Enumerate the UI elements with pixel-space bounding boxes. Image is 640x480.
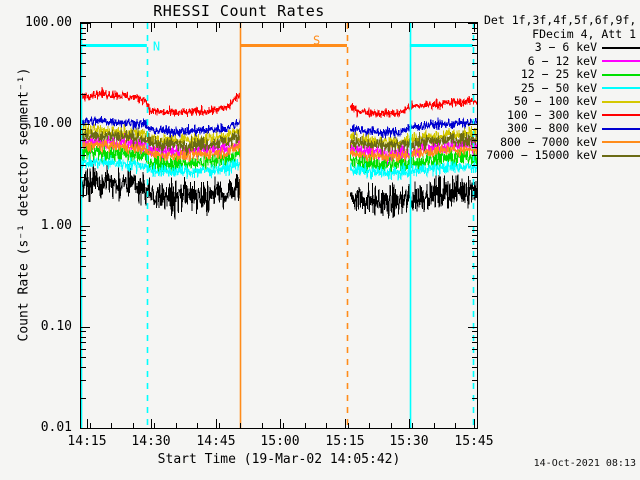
x-tick-label: 15:15 bbox=[325, 434, 365, 449]
legend-item: 6 − 12 keV bbox=[484, 53, 640, 69]
legend-item: 100 − 300 keV bbox=[484, 107, 640, 123]
y-tick-label: 1.00 bbox=[40, 218, 72, 233]
legend-color-swatch bbox=[602, 87, 640, 90]
series-line-2 bbox=[81, 139, 241, 174]
legend-item-label: 100 − 300 keV bbox=[506, 107, 597, 122]
legend-item: 25 − 50 keV bbox=[484, 80, 640, 96]
span-bar-label-n: N bbox=[153, 39, 160, 53]
x-tick-label: 14:15 bbox=[67, 434, 107, 449]
series-line-8 bbox=[349, 130, 477, 156]
legend-item-label: 800 − 7000 keV bbox=[500, 134, 597, 149]
legend-color-swatch bbox=[602, 127, 640, 130]
legend-color-swatch bbox=[602, 154, 640, 157]
legend-item-label: 300 − 800 keV bbox=[506, 121, 597, 135]
legend-color-swatch bbox=[602, 114, 640, 117]
y-axis-label: Count Rate (s⁻¹ detector segment⁻¹) bbox=[16, 67, 32, 342]
page-title: RHESSI Count Rates bbox=[153, 2, 325, 20]
legend-item-label: 12 − 25 keV bbox=[520, 67, 597, 81]
legend-item: 3 − 6 keV bbox=[484, 40, 640, 55]
legend-entries: 3 − 6 keV 6 − 12 keV 12 − 25 keV 25 − 50 ke… bbox=[484, 40, 640, 163]
series-line-6 bbox=[349, 117, 477, 139]
legend-header-detectors: Det 1f,3f,4f,5f,6f,9f, bbox=[484, 13, 637, 27]
y-tick-label: 0.01 bbox=[40, 420, 72, 435]
legend-item-label: 7000 − 15000 keV bbox=[486, 148, 597, 162]
series-line-0 bbox=[81, 160, 241, 220]
x-tick-label: 15:30 bbox=[389, 434, 429, 449]
x-tick-label: 14:30 bbox=[131, 434, 171, 449]
legend-item-label: 50 − 100 keV bbox=[513, 94, 597, 108]
series-line-5 bbox=[349, 95, 477, 119]
y-tick-label: 10.00 bbox=[32, 116, 72, 131]
legend-item: 50 − 100 keV bbox=[484, 94, 640, 109]
x-axis-label: Start Time (19-Mar-02 14:05:42) bbox=[157, 452, 401, 467]
span-bar-label-s: S bbox=[313, 33, 320, 47]
legend-item-label: 6 − 12 keV bbox=[527, 53, 597, 68]
legend-color-swatch bbox=[602, 46, 640, 49]
legend-color-swatch bbox=[602, 60, 640, 63]
series-line-5 bbox=[81, 86, 241, 118]
legend-item: 12 − 25 keV bbox=[484, 67, 640, 82]
legend-item: 7000 − 15000 keV bbox=[484, 148, 640, 163]
legend-color-swatch bbox=[602, 141, 640, 144]
series-line-6 bbox=[81, 116, 241, 138]
legend-item-label: 25 − 50 keV bbox=[520, 80, 597, 95]
generation-timestamp: 14-Oct-2021 08:13 bbox=[533, 458, 636, 469]
series-line-7 bbox=[81, 137, 241, 162]
legend-header-decim: FDecim 4, Att 1 bbox=[532, 26, 636, 41]
series-line-0 bbox=[349, 174, 477, 219]
series-line-3 bbox=[81, 153, 241, 180]
legend-item-label: 3 − 6 keV bbox=[534, 40, 597, 54]
x-tick-label: 14:45 bbox=[196, 434, 236, 449]
series-line-8 bbox=[81, 127, 241, 156]
legend: Det 1f,3f,4f,5f,6f,9f, FDecim 4, Att 1 3… bbox=[484, 13, 640, 163]
legend-item: 800 − 7000 keV bbox=[484, 134, 640, 150]
series-line-3 bbox=[349, 160, 477, 181]
x-tick-label: 15:45 bbox=[454, 434, 494, 449]
x-tick-label: 15:00 bbox=[260, 434, 300, 449]
legend-item: 300 − 800 keV bbox=[484, 121, 640, 136]
legend-color-swatch bbox=[602, 100, 640, 103]
legend-color-swatch bbox=[602, 73, 640, 76]
y-tick-label: 0.10 bbox=[40, 319, 72, 334]
series-line-7 bbox=[349, 142, 477, 163]
